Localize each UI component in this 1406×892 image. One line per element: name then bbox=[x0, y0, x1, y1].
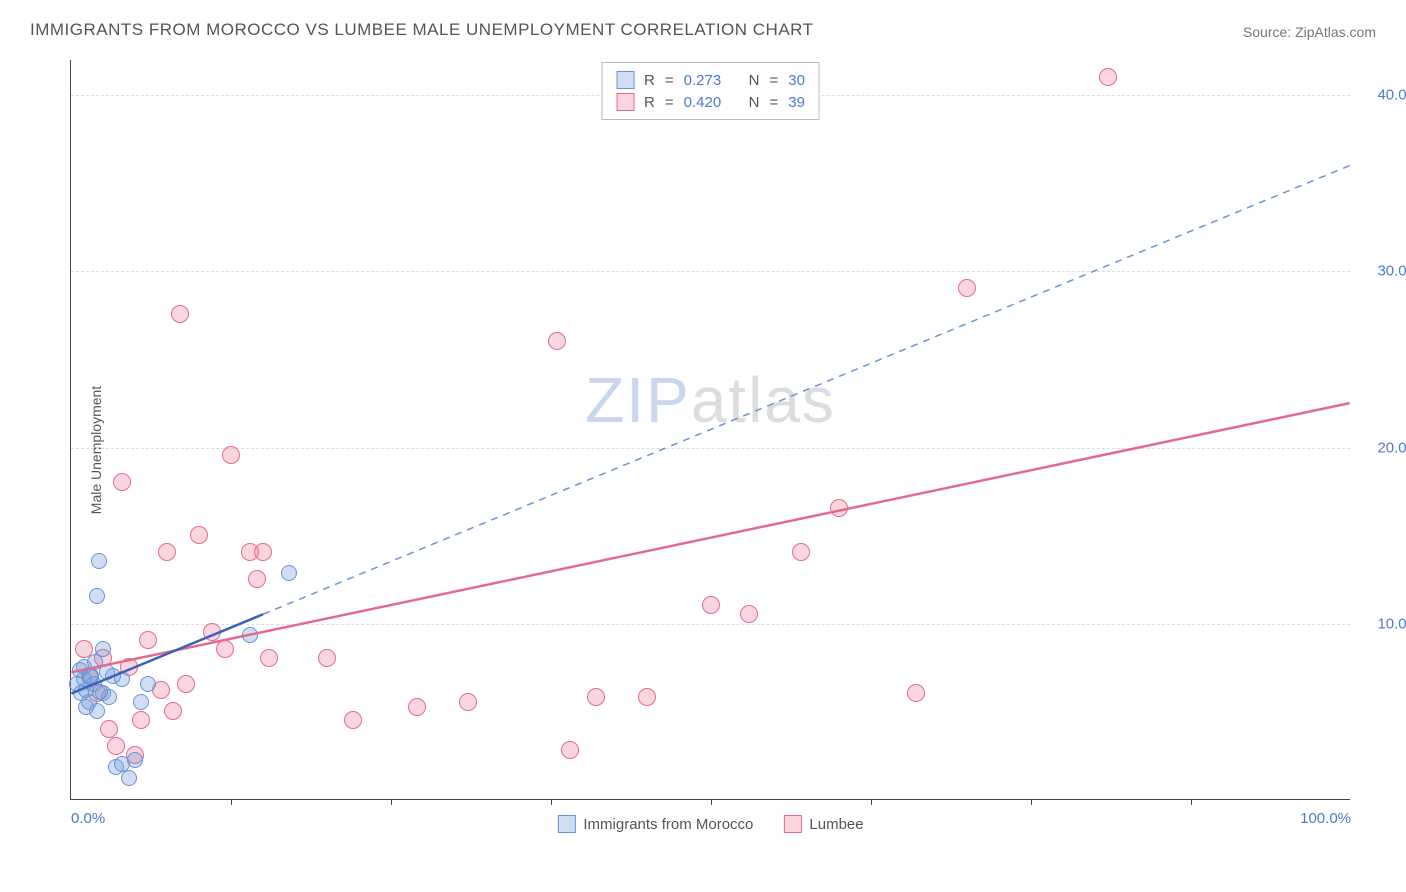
scatter-point-lumbee bbox=[344, 711, 362, 729]
grid-line bbox=[71, 448, 1350, 449]
legend-label-lumbee: Lumbee bbox=[809, 816, 863, 833]
legend-eq: = bbox=[665, 72, 674, 89]
legend-row-lumbee: R = 0.420 N = 39 bbox=[616, 91, 805, 113]
scatter-point-morocco bbox=[127, 752, 143, 768]
legend-series: Immigrants from Morocco Lumbee bbox=[557, 815, 863, 833]
scatter-point-lumbee bbox=[248, 570, 266, 588]
scatter-point-lumbee bbox=[190, 526, 208, 544]
legend-label-morocco: Immigrants from Morocco bbox=[583, 816, 753, 833]
x-tick bbox=[1031, 799, 1032, 805]
scatter-point-lumbee bbox=[638, 688, 656, 706]
scatter-point-morocco bbox=[87, 654, 103, 670]
x-tick-label: 100.0% bbox=[1300, 810, 1351, 827]
watermark: ZIPatlas bbox=[585, 363, 836, 437]
scatter-point-lumbee bbox=[216, 640, 234, 658]
scatter-point-lumbee bbox=[107, 737, 125, 755]
plot-area: ZIPatlas R = 0.273 N = 30 R = 0.420 N = … bbox=[70, 60, 1350, 800]
legend-r-label: R bbox=[644, 94, 655, 111]
x-tick bbox=[1191, 799, 1192, 805]
grid-line bbox=[71, 271, 1350, 272]
scatter-point-morocco bbox=[78, 699, 94, 715]
swatch-lumbee bbox=[616, 93, 634, 111]
scatter-point-lumbee bbox=[158, 543, 176, 561]
scatter-point-lumbee bbox=[260, 649, 278, 667]
x-tick bbox=[231, 799, 232, 805]
legend-eq: = bbox=[665, 94, 674, 111]
scatter-point-lumbee bbox=[164, 702, 182, 720]
scatter-point-morocco bbox=[91, 553, 107, 569]
scatter-point-morocco bbox=[281, 565, 297, 581]
scatter-point-lumbee bbox=[113, 473, 131, 491]
x-tick-label: 0.0% bbox=[71, 810, 105, 827]
legend-n-label: N bbox=[749, 94, 760, 111]
trend-lines-layer bbox=[71, 60, 1350, 799]
legend-item-lumbee: Lumbee bbox=[783, 815, 863, 833]
x-tick bbox=[391, 799, 392, 805]
legend-r-lumbee: 0.420 bbox=[684, 94, 739, 111]
scatter-point-lumbee bbox=[792, 543, 810, 561]
legend-n-lumbee: 39 bbox=[788, 94, 805, 111]
scatter-point-lumbee bbox=[548, 332, 566, 350]
scatter-point-morocco bbox=[133, 694, 149, 710]
scatter-point-lumbee bbox=[561, 741, 579, 759]
legend-r-label: R bbox=[644, 72, 655, 89]
scatter-point-lumbee bbox=[132, 711, 150, 729]
y-tick-label: 30.0% bbox=[1360, 263, 1406, 280]
source-attribution: Source: ZipAtlas.com bbox=[1243, 24, 1376, 40]
legend-n-label: N bbox=[749, 72, 760, 89]
x-tick bbox=[871, 799, 872, 805]
swatch-lumbee bbox=[783, 815, 801, 833]
scatter-point-lumbee bbox=[254, 543, 272, 561]
scatter-point-morocco bbox=[72, 662, 88, 678]
x-tick bbox=[711, 799, 712, 805]
grid-line bbox=[71, 624, 1350, 625]
legend-row-morocco: R = 0.273 N = 30 bbox=[616, 69, 805, 91]
scatter-point-morocco bbox=[89, 588, 105, 604]
legend-eq: = bbox=[770, 94, 779, 111]
scatter-point-lumbee bbox=[830, 499, 848, 517]
scatter-point-morocco bbox=[121, 770, 137, 786]
scatter-point-lumbee bbox=[222, 446, 240, 464]
scatter-point-lumbee bbox=[100, 720, 118, 738]
scatter-point-lumbee bbox=[740, 605, 758, 623]
scatter-point-lumbee bbox=[171, 305, 189, 323]
legend-eq: = bbox=[770, 72, 779, 89]
scatter-point-lumbee bbox=[587, 688, 605, 706]
scatter-point-morocco bbox=[105, 668, 121, 684]
scatter-point-lumbee bbox=[203, 623, 221, 641]
scatter-point-lumbee bbox=[958, 279, 976, 297]
legend-item-morocco: Immigrants from Morocco bbox=[557, 815, 753, 833]
legend-correlation-box: R = 0.273 N = 30 R = 0.420 N = 39 bbox=[601, 62, 820, 120]
scatter-point-lumbee bbox=[177, 675, 195, 693]
plot-wrap: Male Unemployment ZIPatlas R = 0.273 N =… bbox=[50, 60, 1380, 840]
x-tick bbox=[551, 799, 552, 805]
scatter-point-morocco bbox=[140, 676, 156, 692]
legend-r-morocco: 0.273 bbox=[684, 72, 739, 89]
y-tick-label: 40.0% bbox=[1360, 87, 1406, 104]
y-tick-label: 20.0% bbox=[1360, 439, 1406, 456]
scatter-point-lumbee bbox=[139, 631, 157, 649]
chart-title: IMMIGRANTS FROM MOROCCO VS LUMBEE MALE U… bbox=[30, 20, 814, 40]
legend-n-morocco: 30 bbox=[788, 72, 805, 89]
scatter-point-lumbee bbox=[318, 649, 336, 667]
scatter-point-lumbee bbox=[702, 596, 720, 614]
scatter-point-morocco bbox=[92, 684, 108, 700]
y-tick-label: 10.0% bbox=[1360, 615, 1406, 632]
scatter-point-morocco bbox=[242, 627, 258, 643]
scatter-point-lumbee bbox=[459, 693, 477, 711]
scatter-point-lumbee bbox=[907, 684, 925, 702]
trend-line bbox=[71, 403, 1349, 672]
scatter-point-lumbee bbox=[1099, 68, 1117, 86]
swatch-morocco bbox=[557, 815, 575, 833]
scatter-point-lumbee bbox=[408, 698, 426, 716]
swatch-morocco bbox=[616, 71, 634, 89]
